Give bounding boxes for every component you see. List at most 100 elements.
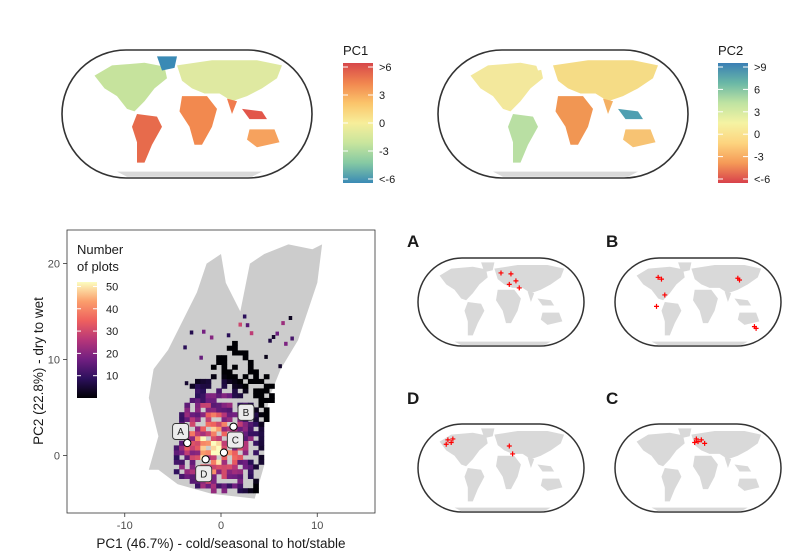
density-cell xyxy=(237,454,244,460)
density-cell xyxy=(263,416,270,422)
site-marker xyxy=(513,278,519,284)
antarctica-landmass xyxy=(117,171,262,177)
density-cell xyxy=(216,407,222,413)
density-cell xyxy=(226,483,233,489)
pc1-world-map xyxy=(61,49,313,179)
density-cell xyxy=(237,469,244,475)
density-cell xyxy=(232,464,238,470)
se-asia-landmass xyxy=(734,464,752,472)
density-cell xyxy=(216,412,222,418)
density-cell xyxy=(184,454,191,460)
density-cell xyxy=(221,359,228,365)
density-cell xyxy=(268,338,272,343)
density-cell xyxy=(210,393,217,399)
density-cell xyxy=(226,374,233,380)
site-map-a: A xyxy=(407,232,585,347)
pc1-land-masses xyxy=(94,56,282,177)
density-cell xyxy=(264,354,268,359)
land-masses xyxy=(636,428,762,512)
density-cell xyxy=(205,483,212,489)
density-cell xyxy=(195,383,201,389)
density-cell xyxy=(242,350,249,356)
density-cell xyxy=(263,397,270,403)
legend-tick-label: >9 xyxy=(754,62,767,74)
density-cell xyxy=(205,440,212,446)
density-cell xyxy=(221,407,228,413)
density-cell xyxy=(179,445,185,451)
density-cell xyxy=(226,464,233,470)
density-cell xyxy=(195,407,201,413)
density-cell xyxy=(205,378,212,384)
greenland-landmass xyxy=(481,428,495,439)
pc2-legend-title: PC2 xyxy=(718,43,743,58)
density-cell xyxy=(184,407,191,413)
pc2-legend: PC2 >9 6 3 0 -3 <-6 xyxy=(718,43,770,186)
density-cell xyxy=(173,469,180,475)
density-cell xyxy=(232,364,238,370)
density-cell xyxy=(263,383,270,389)
density-cell xyxy=(179,473,185,479)
site-label-box xyxy=(237,403,255,421)
antarctica-landmass xyxy=(651,507,748,512)
density-cell xyxy=(216,402,222,408)
north-america-landmass xyxy=(636,432,685,467)
site-circle xyxy=(229,422,238,431)
site-marker xyxy=(510,451,516,457)
legend-tick-label: 0 xyxy=(754,129,760,141)
site-marker xyxy=(655,274,661,280)
density-cell xyxy=(258,388,265,394)
density-cell xyxy=(232,454,238,460)
density-cell xyxy=(253,440,259,446)
legend-tick-label: 20 xyxy=(106,348,118,360)
density-cell xyxy=(247,369,254,375)
density-cell xyxy=(221,369,228,375)
density-cell xyxy=(205,421,212,427)
density-cell xyxy=(200,393,206,399)
north-america-landmass xyxy=(94,62,167,112)
density-cell xyxy=(253,388,259,394)
density-cell xyxy=(210,421,217,427)
density-cell xyxy=(242,488,249,494)
density-cell xyxy=(216,359,222,365)
density-cell xyxy=(210,364,217,370)
density-cell xyxy=(237,350,244,356)
greenland-landmass xyxy=(157,56,177,71)
x-tick-label: 10 xyxy=(311,520,323,532)
site-map-d: D xyxy=(407,389,585,513)
density-cell xyxy=(189,469,196,475)
density-cell xyxy=(221,393,228,399)
density-cell xyxy=(210,374,217,380)
density-cell xyxy=(253,464,259,470)
pc1-legend-title: PC1 xyxy=(343,43,368,58)
density-cell xyxy=(189,445,196,451)
density-cell xyxy=(195,402,201,408)
density-cell xyxy=(216,426,222,432)
australia-landmass xyxy=(737,312,760,325)
site-marker xyxy=(698,437,704,443)
density-cell xyxy=(189,459,196,465)
density-cell xyxy=(221,431,228,437)
antarctica-landmass xyxy=(454,341,551,346)
density-cell xyxy=(210,488,217,494)
antarctica-landmass xyxy=(651,341,748,346)
australia-landmass xyxy=(540,478,563,491)
antarctica-landmass xyxy=(454,507,551,512)
density-cell xyxy=(258,454,265,460)
density-cell xyxy=(179,459,185,465)
density-cell xyxy=(269,393,275,399)
africa-landmass xyxy=(496,289,521,324)
legend-tick-label: 6 xyxy=(754,84,760,96)
site-label-box xyxy=(195,465,213,483)
density-cell xyxy=(189,431,196,437)
y-tick-label: 10 xyxy=(48,355,60,367)
antarctica-landmass xyxy=(493,171,638,177)
se-asia-landmass xyxy=(242,108,267,120)
density-cell xyxy=(205,431,212,437)
se-asia-landmass xyxy=(618,108,643,120)
highlighted-sites: A B C D xyxy=(172,403,255,483)
density-cell xyxy=(205,402,212,408)
density-cell xyxy=(195,445,201,451)
density-cell xyxy=(237,483,244,489)
density-cell xyxy=(200,378,206,384)
south-america-landmass xyxy=(508,114,538,163)
